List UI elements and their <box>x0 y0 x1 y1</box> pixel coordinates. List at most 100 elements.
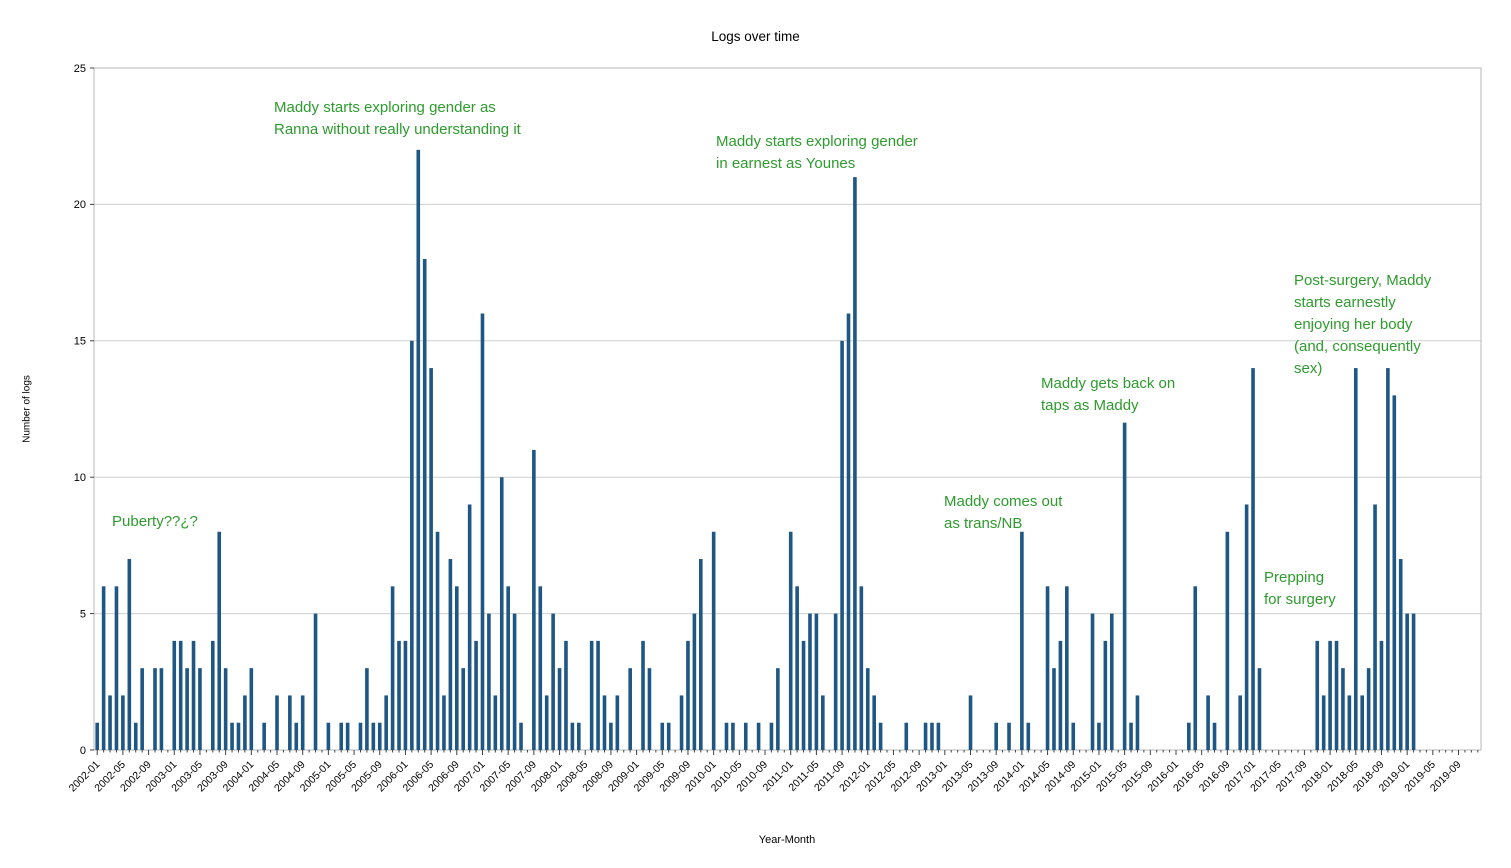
bar <box>878 722 883 750</box>
chart-title: Logs over time <box>711 29 800 44</box>
bar <box>101 586 106 750</box>
bar <box>198 668 202 750</box>
bar <box>769 722 774 750</box>
bar <box>371 722 376 750</box>
bar <box>1328 640 1332 750</box>
chart-annotation: Maddy starts exploring gender as Ranna w… <box>274 99 521 138</box>
bar <box>416 149 421 751</box>
bar <box>1366 668 1371 750</box>
bar <box>904 722 909 750</box>
bar <box>641 640 645 750</box>
plot-border <box>93 67 1482 751</box>
y-tick-label: 10 <box>74 472 86 484</box>
bar <box>1347 695 1352 750</box>
y-tick-label: 5 <box>80 608 86 620</box>
bar <box>788 531 793 750</box>
bar <box>1020 531 1024 750</box>
bar <box>1097 722 1101 750</box>
bar <box>756 722 761 750</box>
bar <box>127 559 132 750</box>
bar <box>1353 368 1358 750</box>
bar <box>236 722 241 750</box>
bar <box>390 586 395 750</box>
bar <box>217 531 222 750</box>
bar <box>628 668 632 750</box>
bar <box>108 695 112 750</box>
bar <box>358 722 363 750</box>
x-axis-title: Year-Month <box>758 834 816 846</box>
bar <box>442 695 446 750</box>
bar <box>300 695 305 750</box>
bar <box>506 586 510 750</box>
chart-annotation: Post-surgery, Maddy starts earnestly enj… <box>1294 272 1432 377</box>
bar <box>532 449 536 750</box>
bar <box>1244 504 1249 750</box>
bar <box>1321 695 1326 750</box>
bar <box>1135 695 1140 750</box>
bar <box>557 668 562 750</box>
bar <box>499 477 504 750</box>
bar <box>968 695 973 750</box>
bar <box>1052 668 1056 750</box>
bar <box>455 586 459 750</box>
bar <box>294 722 299 750</box>
bar <box>1411 613 1416 750</box>
bar <box>1206 695 1210 750</box>
bar <box>609 722 613 750</box>
bar <box>178 640 183 750</box>
bar <box>1129 722 1133 750</box>
bar <box>448 559 453 750</box>
bar <box>313 613 318 750</box>
bar <box>589 640 594 750</box>
bar <box>1360 695 1365 750</box>
bar <box>615 695 620 750</box>
bar <box>930 722 934 750</box>
bar <box>544 695 549 750</box>
bar <box>1379 640 1384 750</box>
bar <box>512 613 517 750</box>
bar <box>666 722 671 750</box>
bar <box>493 695 498 750</box>
bar <box>1103 640 1108 750</box>
bar <box>801 640 806 750</box>
bar <box>821 695 825 750</box>
bar <box>743 722 748 750</box>
bar <box>711 531 716 750</box>
bar <box>570 722 575 750</box>
bar <box>519 722 523 750</box>
bar <box>133 722 138 750</box>
bar <box>1315 640 1320 750</box>
bar <box>1392 395 1397 750</box>
bar <box>776 668 780 750</box>
bar <box>210 640 215 750</box>
bar <box>326 722 331 750</box>
y-tick-label: 20 <box>74 199 86 211</box>
bar <box>596 640 600 750</box>
chart-annotation: Maddy gets back on taps as Maddy <box>1041 375 1176 414</box>
bar <box>679 695 684 750</box>
chart-annotation: Maddy comes out as trans/NB <box>944 493 1063 532</box>
bar <box>551 613 555 750</box>
bar <box>1187 722 1191 750</box>
bar <box>1405 613 1409 750</box>
bar <box>114 586 119 750</box>
bar <box>1065 586 1069 750</box>
bar <box>1193 586 1198 750</box>
bar <box>994 722 998 750</box>
bar <box>243 695 247 750</box>
y-tick-label: 0 <box>80 745 86 757</box>
bar <box>923 722 928 750</box>
bar <box>814 613 819 750</box>
bar <box>731 722 735 750</box>
bar <box>1373 504 1377 750</box>
bar <box>1109 613 1114 750</box>
bar <box>808 613 812 750</box>
bar <box>429 368 433 750</box>
bar <box>153 668 157 750</box>
bar <box>660 722 665 750</box>
bar <box>1026 722 1031 750</box>
bar <box>345 722 350 750</box>
bar <box>230 722 234 750</box>
